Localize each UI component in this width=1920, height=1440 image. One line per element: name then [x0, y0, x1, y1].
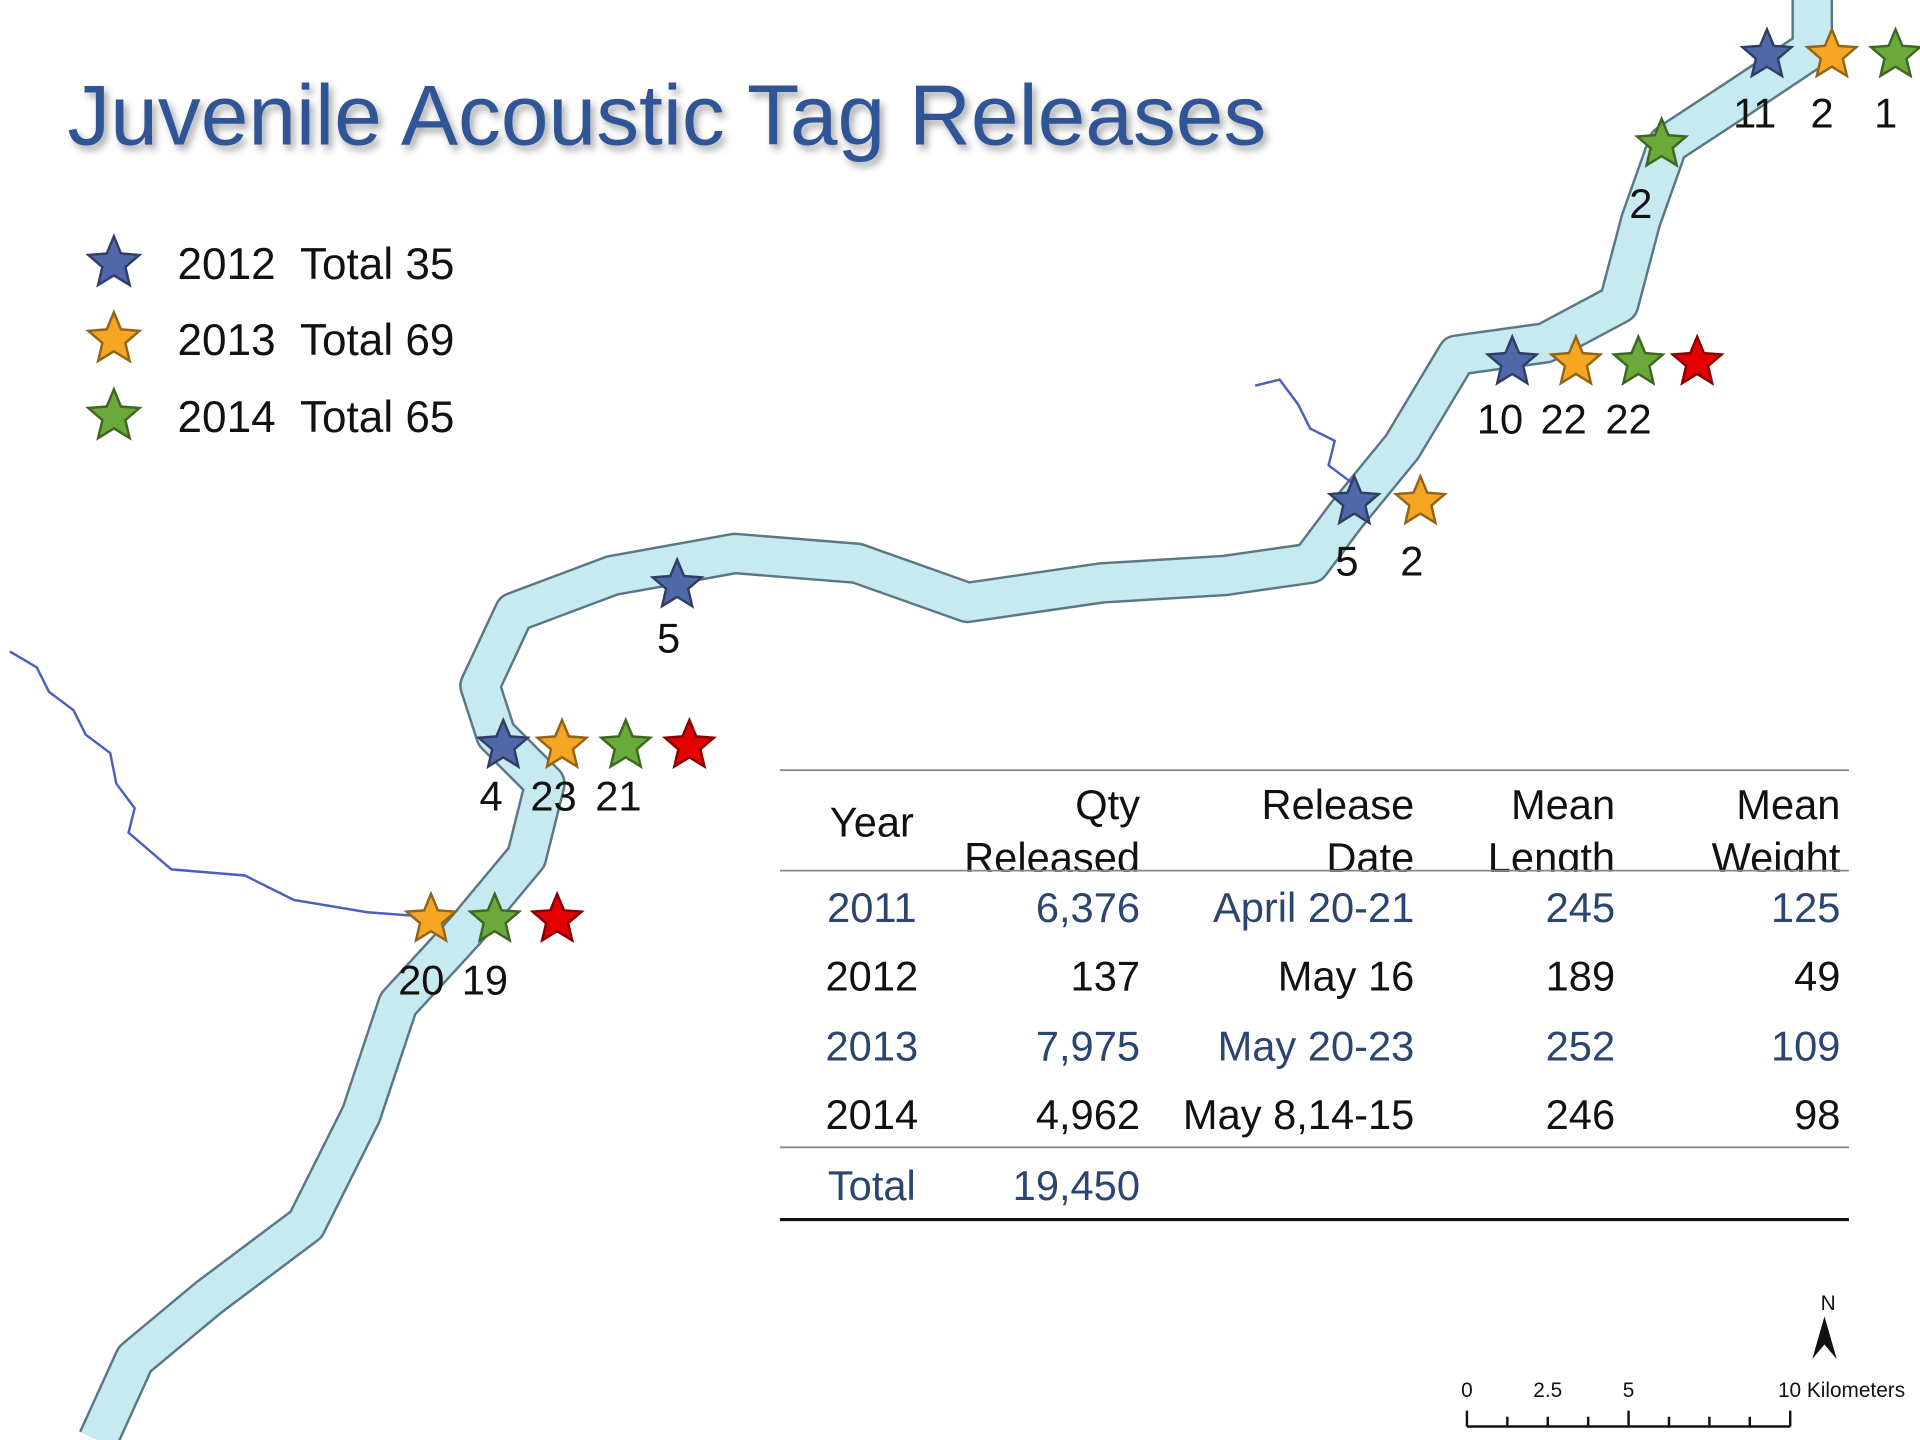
- table-cell: 245: [1546, 884, 1615, 931]
- scale-bar: [1465, 1316, 1837, 1428]
- release-star: [475, 716, 531, 770]
- north-arrow: [1812, 1316, 1837, 1360]
- river-water: [81, 0, 1831, 1440]
- release-star: [1739, 26, 1795, 79]
- scale-label: 2.5: [1533, 1379, 1562, 1402]
- table-header: Mean: [1736, 781, 1840, 828]
- release-count: 5: [1335, 538, 1358, 585]
- release-count: 19: [462, 956, 508, 1003]
- table-cell: 49: [1794, 953, 1840, 1000]
- river: [9, 0, 1834, 1440]
- release-count: 5: [657, 615, 680, 662]
- release-star: [1326, 473, 1382, 526]
- legend-star: [85, 309, 143, 364]
- table-header: Year: [830, 798, 914, 845]
- release-star: [1669, 333, 1725, 386]
- release-star: [534, 716, 590, 770]
- scale-label: 5: [1623, 1379, 1635, 1402]
- table-cell: May 16: [1278, 953, 1415, 1000]
- legend-year: 2013: [178, 316, 276, 365]
- table-cell: 125: [1771, 884, 1840, 931]
- legend-year: 2014: [178, 393, 276, 442]
- table-cell: 252: [1546, 1022, 1615, 1069]
- release-star: [1610, 333, 1666, 386]
- release-count: 11: [1733, 89, 1776, 136]
- release-star: [1804, 26, 1860, 79]
- legend-year: 2012: [178, 240, 276, 289]
- release-star: [1392, 473, 1448, 526]
- scale-label: 0: [1461, 1379, 1473, 1402]
- release-star: [1867, 26, 1920, 79]
- table-cell: 189: [1546, 953, 1615, 1000]
- legend-star: [85, 233, 143, 288]
- release-count: 20: [398, 956, 444, 1003]
- table-cell: 2012: [826, 953, 919, 1000]
- scale-label: 10 Kilometers: [1778, 1379, 1905, 1402]
- table-cell: 6,376: [1036, 884, 1140, 931]
- release-count: 1: [1874, 89, 1897, 136]
- release-count: 23: [530, 773, 576, 820]
- release-star: [649, 556, 705, 609]
- release-star: [598, 716, 654, 770]
- table-cell: May 20-23: [1218, 1022, 1415, 1069]
- table-cell: 246: [1546, 1091, 1615, 1138]
- release-count: 4: [479, 773, 502, 820]
- release-count: 22: [1605, 395, 1651, 442]
- legend-star: [85, 386, 143, 441]
- table-cell: 4,962: [1036, 1091, 1140, 1138]
- north-label: N: [1821, 1292, 1836, 1315]
- release-star: [661, 716, 717, 770]
- title: Juvenile Acoustic Tag Releases: [67, 67, 1266, 163]
- table-cell: 7,975: [1036, 1022, 1140, 1069]
- table-header: Qty: [1075, 781, 1140, 828]
- tributary: [9, 650, 417, 918]
- table-cell: 2013: [826, 1022, 919, 1069]
- release-count: 2: [1400, 538, 1423, 585]
- table-cell: April 20-21: [1213, 884, 1414, 931]
- legend-total: Total 69: [300, 316, 454, 365]
- release-count: 2: [1629, 180, 1652, 227]
- table-cell: 109: [1771, 1022, 1840, 1069]
- table-cell: May 8,14-15: [1183, 1091, 1414, 1138]
- river-outline: [79, 0, 1834, 1440]
- table-total: 19,450: [1013, 1162, 1140, 1209]
- legend-total: Total 35: [300, 240, 454, 289]
- release-star: [1634, 115, 1690, 168]
- release-star: [529, 890, 585, 943]
- header-mask: [780, 871, 1858, 889]
- legend-total: Total 65: [300, 393, 454, 442]
- table-cell: 2011: [827, 884, 917, 931]
- table-header: Release: [1262, 781, 1415, 828]
- tributary: [1254, 378, 1354, 485]
- table-cell: 2014: [826, 1091, 919, 1138]
- scale-ticks: [1465, 1410, 1792, 1428]
- release-star: [1548, 333, 1604, 386]
- release-count: 21: [595, 773, 641, 820]
- release-star: [403, 890, 459, 943]
- release-star: [1484, 333, 1540, 386]
- release-star: [467, 890, 523, 943]
- table-header: Mean: [1511, 781, 1615, 828]
- release-count: 10: [1477, 395, 1523, 442]
- table-total: Total: [828, 1162, 916, 1209]
- table-cell: 137: [1071, 953, 1140, 1000]
- table-cell: 98: [1794, 1091, 1840, 1138]
- release-count: 2: [1810, 89, 1833, 136]
- release-count: 22: [1541, 395, 1587, 442]
